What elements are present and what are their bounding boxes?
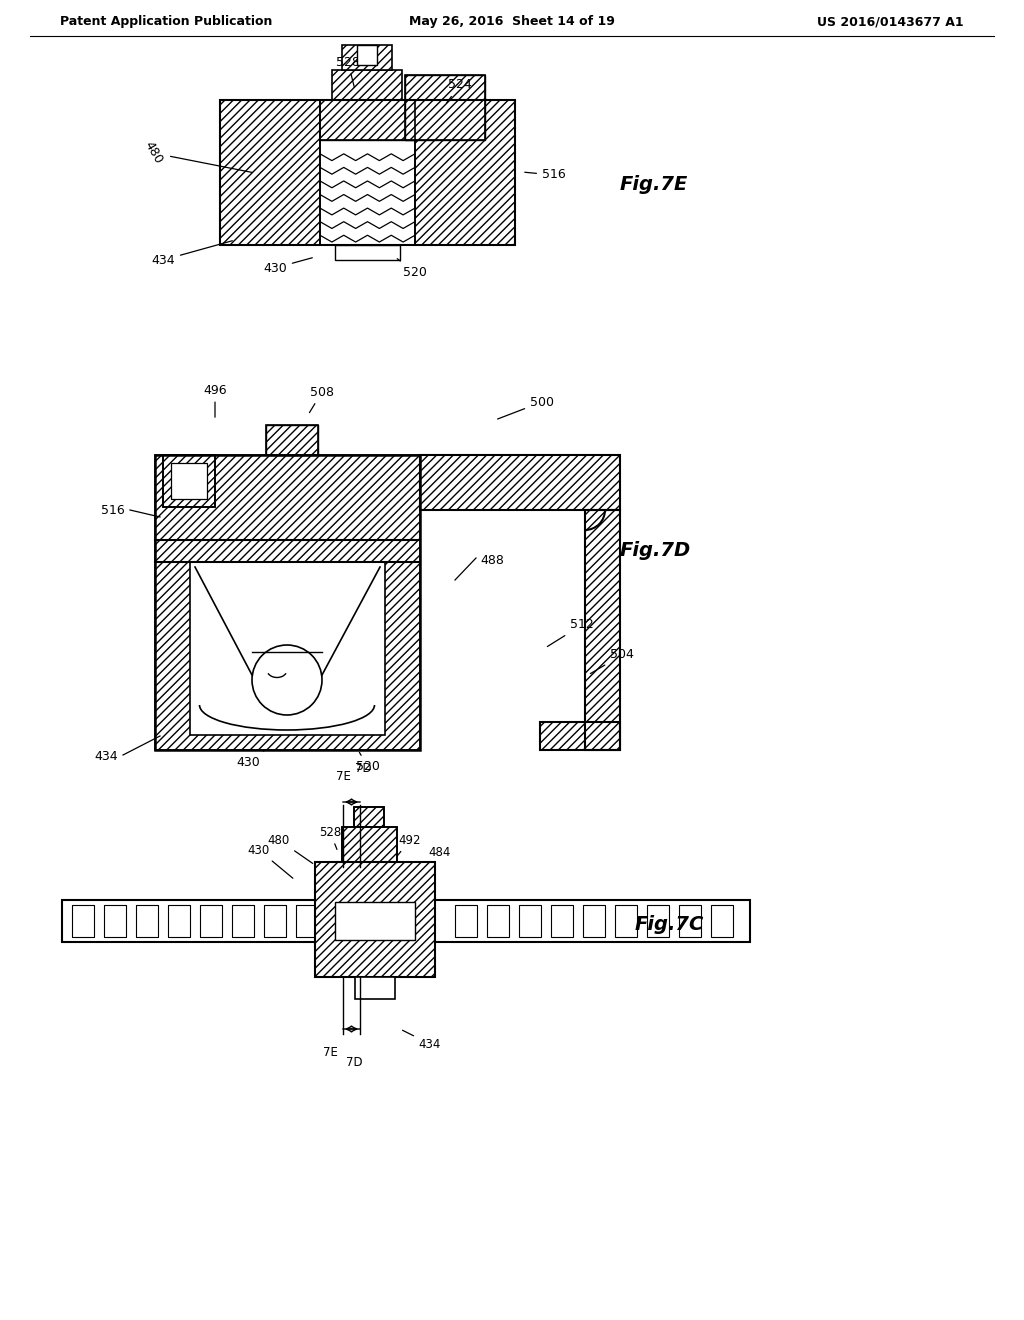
Text: 484: 484: [422, 846, 452, 870]
Bar: [155, 455, 420, 750]
Bar: [519, 906, 541, 937]
Text: US 2016/0143677 A1: US 2016/0143677 A1: [817, 16, 964, 29]
Bar: [711, 906, 733, 937]
Text: Fig.7E: Fig.7E: [620, 176, 688, 194]
Bar: [264, 906, 286, 937]
Bar: [266, 425, 318, 455]
Bar: [163, 455, 215, 507]
Bar: [220, 100, 515, 246]
Bar: [647, 906, 669, 937]
Bar: [420, 455, 620, 510]
Text: 7E: 7E: [324, 1045, 338, 1059]
Text: Fig.7D: Fig.7D: [620, 540, 691, 560]
Bar: [332, 70, 402, 100]
Bar: [342, 828, 397, 862]
Text: 434: 434: [94, 751, 118, 763]
Bar: [62, 900, 750, 942]
Text: 496: 496: [203, 384, 226, 417]
Bar: [168, 906, 190, 937]
Bar: [171, 463, 207, 499]
Bar: [357, 45, 377, 65]
Bar: [342, 828, 397, 862]
Text: 434: 434: [152, 240, 232, 267]
Bar: [266, 425, 318, 455]
Text: 7D: 7D: [346, 1056, 362, 1068]
Bar: [163, 455, 215, 507]
Bar: [540, 722, 620, 750]
Bar: [342, 45, 392, 70]
Text: Patent Application Publication: Patent Application Publication: [60, 16, 272, 29]
Text: 516: 516: [524, 169, 565, 181]
Bar: [406, 75, 485, 140]
Text: 7D: 7D: [354, 763, 372, 776]
Text: 480: 480: [267, 833, 312, 863]
Text: 516: 516: [101, 503, 125, 516]
Text: 520: 520: [397, 259, 427, 279]
Text: 520: 520: [356, 752, 380, 774]
Text: 492: 492: [392, 833, 421, 863]
Text: May 26, 2016  Sheet 14 of 19: May 26, 2016 Sheet 14 of 19: [409, 16, 615, 29]
Bar: [355, 977, 395, 999]
Bar: [540, 722, 620, 750]
Bar: [200, 906, 222, 937]
Bar: [220, 100, 319, 246]
Bar: [455, 906, 477, 937]
Bar: [354, 807, 384, 828]
Bar: [415, 100, 515, 246]
Text: Fig.7C: Fig.7C: [635, 916, 705, 935]
Text: 7E: 7E: [336, 771, 350, 784]
Bar: [406, 75, 485, 140]
Text: 528: 528: [318, 825, 341, 849]
Text: 512: 512: [548, 619, 594, 647]
Bar: [136, 906, 158, 937]
Text: 488: 488: [480, 553, 504, 566]
Text: 480: 480: [141, 140, 252, 173]
Bar: [155, 455, 420, 750]
Bar: [335, 902, 415, 940]
Text: 434: 434: [402, 1030, 441, 1051]
Text: 528: 528: [336, 55, 360, 87]
Text: 430: 430: [248, 843, 293, 878]
Bar: [583, 906, 605, 937]
Text: 524: 524: [446, 78, 472, 103]
Bar: [335, 246, 400, 260]
Bar: [487, 906, 509, 937]
Bar: [585, 510, 620, 750]
Text: 430: 430: [263, 257, 312, 275]
Bar: [72, 906, 94, 937]
Bar: [315, 862, 435, 977]
Text: 430: 430: [237, 750, 265, 768]
Bar: [104, 906, 126, 937]
Bar: [296, 906, 318, 937]
Bar: [679, 906, 701, 937]
Bar: [232, 906, 254, 937]
Bar: [420, 455, 620, 510]
Bar: [315, 862, 435, 977]
Text: 500: 500: [498, 396, 554, 418]
Text: 508: 508: [309, 385, 334, 413]
Bar: [319, 100, 415, 140]
Bar: [551, 906, 573, 937]
Bar: [615, 906, 637, 937]
Bar: [585, 510, 620, 750]
Text: 504: 504: [591, 648, 634, 673]
Bar: [354, 807, 384, 828]
Bar: [190, 562, 385, 735]
